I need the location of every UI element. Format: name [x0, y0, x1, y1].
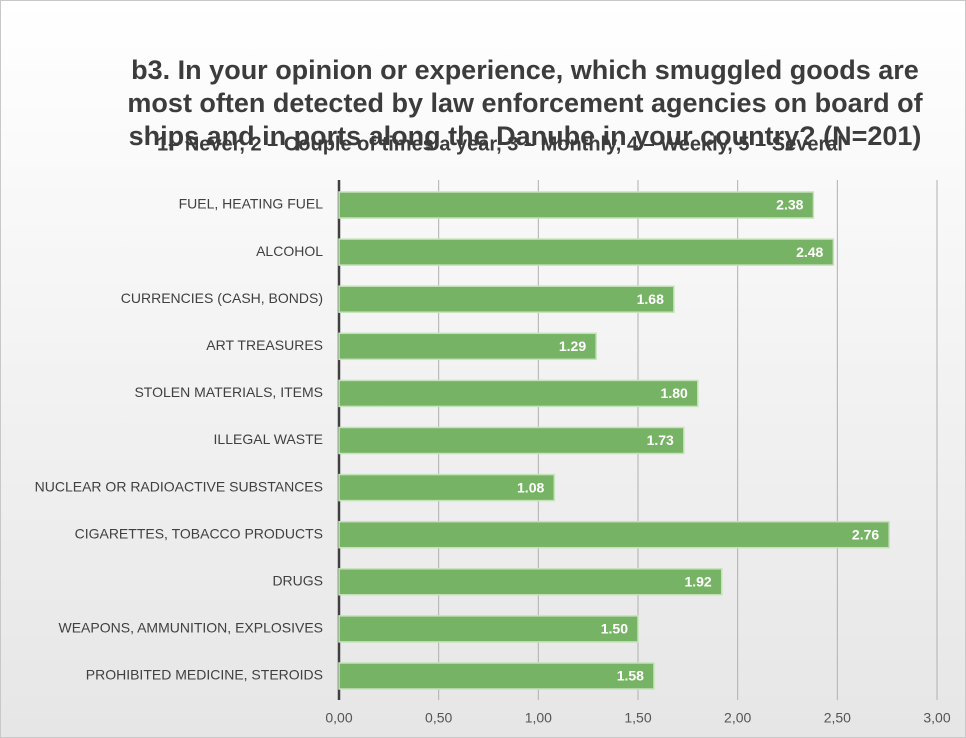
bar	[338, 332, 597, 361]
data-label: 2.76	[852, 526, 879, 542]
bar	[338, 615, 639, 643]
chart-subtitle: 1– Never, 2 – Couple of times a year, 3 …	[157, 133, 843, 155]
data-label: 1.68	[637, 291, 664, 307]
x-tick-label: 2,00	[724, 710, 751, 726]
x-tick-label: 2,50	[824, 710, 851, 726]
category-label: CURRENCIES (CASH, BONDS)	[121, 290, 323, 306]
category-label: ILLEGAL WASTE	[214, 431, 323, 447]
bar	[338, 379, 699, 408]
category-label: CIGARETTES, TOBACCO PRODUCTS	[75, 525, 323, 541]
x-tick-label: 0,00	[325, 710, 352, 726]
data-label: 1.58	[617, 668, 644, 684]
data-label: 1.50	[601, 621, 628, 637]
bar	[338, 473, 556, 502]
data-label: 2.48	[796, 244, 823, 260]
bar	[338, 662, 655, 690]
category-label: DRUGS	[272, 573, 323, 589]
data-label: 1.08	[517, 479, 544, 495]
bar	[338, 568, 723, 596]
chart-title: ships and in ports along the Danube in y…	[129, 121, 922, 151]
chart-title: b3. In your opinion or experience, which…	[131, 55, 919, 85]
bar	[338, 238, 835, 266]
category-label: NUCLEAR OR RADIOACTIVE SUBSTANCES	[35, 478, 323, 494]
category-label: ALCOHOL	[256, 243, 323, 259]
data-label: 1.92	[684, 574, 711, 590]
bar	[338, 520, 890, 549]
category-label: WEAPONS, AMMUNITION, EXPLOSIVES	[59, 620, 324, 636]
data-label: 1.80	[661, 385, 688, 401]
data-label: 1.73	[647, 432, 674, 448]
category-label: ART TREASURES	[206, 337, 323, 353]
x-tick-label: 0,50	[425, 710, 452, 726]
bar	[338, 426, 685, 455]
data-label: 2.38	[776, 197, 803, 213]
chart-title: most often detected by law enforcement a…	[127, 88, 923, 118]
x-tick-label: 3,00	[923, 710, 950, 726]
category-label: STOLEN MATERIALS, ITEMS	[134, 384, 323, 400]
bar	[338, 191, 815, 219]
category-label: FUEL, HEATING FUEL	[179, 196, 324, 212]
x-tick-label: 1,00	[525, 710, 552, 726]
category-label: PROHIBITED MEDICINE, STEROIDS	[86, 667, 323, 683]
bar	[338, 285, 675, 313]
data-label: 1.29	[559, 338, 586, 354]
x-tick-label: 1,50	[624, 710, 651, 726]
